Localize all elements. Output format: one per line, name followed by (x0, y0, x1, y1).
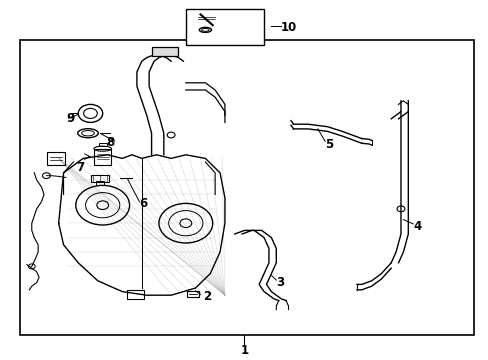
Text: 10: 10 (281, 21, 297, 33)
Text: 7: 7 (76, 161, 84, 174)
Bar (127, 290, 144, 299)
Bar (96, 181, 104, 185)
Bar (187, 291, 199, 297)
Text: 8: 8 (106, 136, 115, 149)
Bar (185, 9, 264, 45)
Bar (99, 143, 106, 146)
Text: 3: 3 (276, 276, 284, 289)
Text: 5: 5 (325, 138, 333, 150)
Text: 1: 1 (240, 345, 248, 357)
Bar (94, 149, 111, 165)
Text: 2: 2 (203, 291, 211, 303)
Bar (91, 175, 109, 182)
Bar (151, 47, 178, 56)
Text: 6: 6 (139, 197, 147, 210)
Bar (20, 40, 473, 335)
Text: 9: 9 (66, 112, 74, 125)
Bar (47, 152, 65, 165)
Text: 4: 4 (412, 220, 421, 233)
